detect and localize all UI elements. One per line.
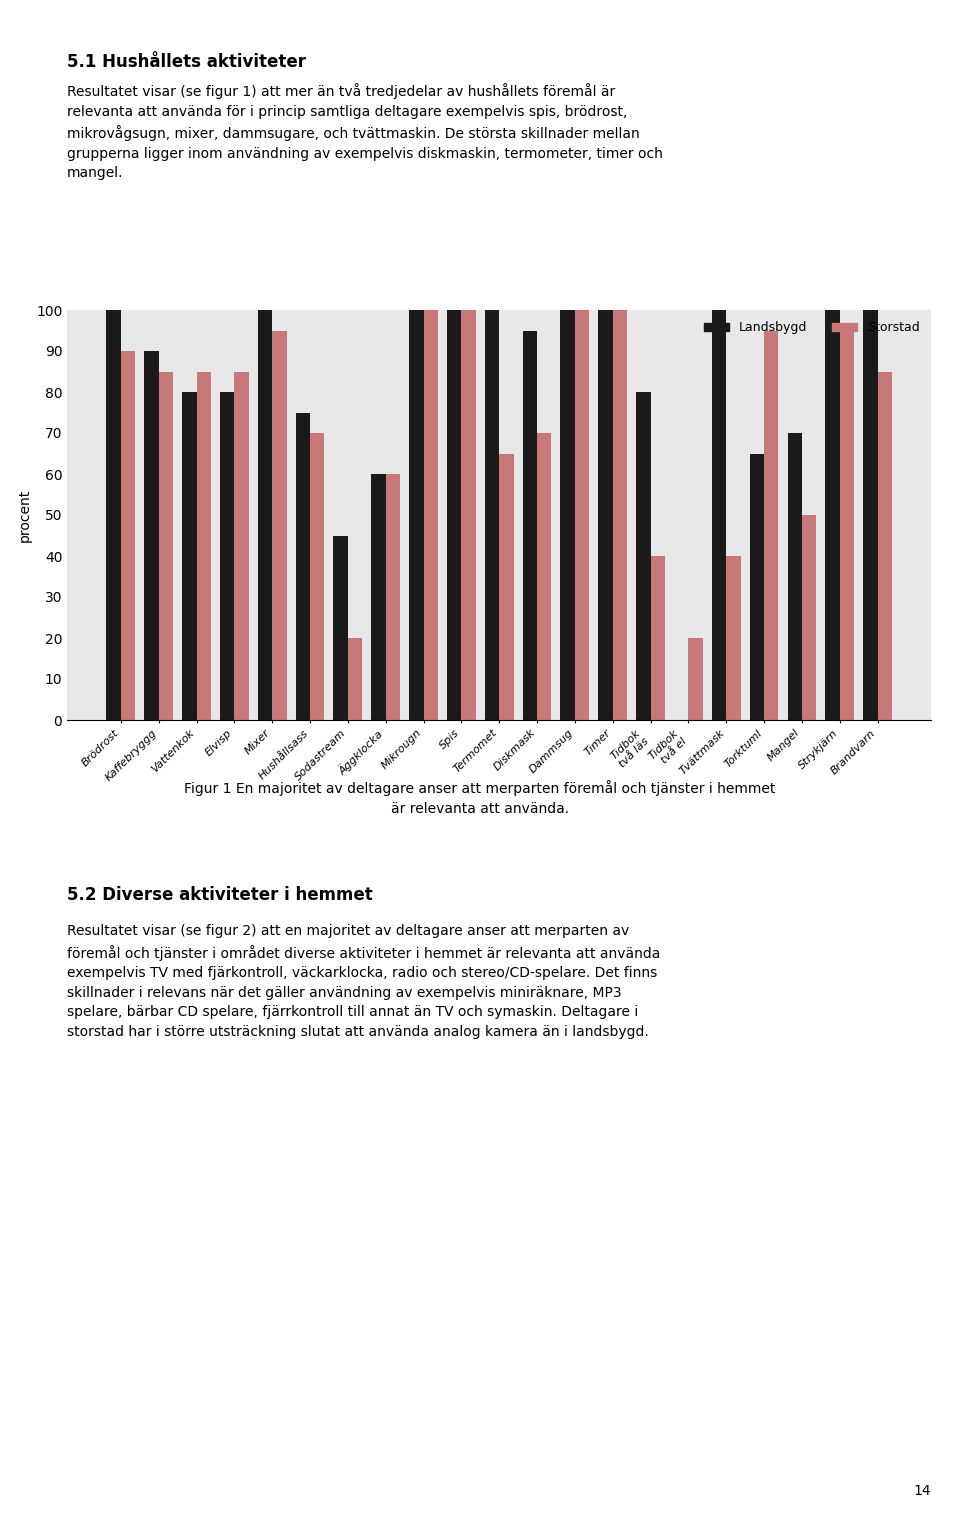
Y-axis label: procent: procent — [18, 489, 32, 542]
Bar — [840, 330, 854, 720]
Bar — [726, 555, 740, 720]
Bar — [182, 392, 197, 720]
Bar — [107, 310, 121, 720]
Bar — [651, 555, 665, 720]
Bar — [409, 310, 423, 720]
Bar — [144, 351, 158, 720]
Text: Resultatet visar (se figur 1) att mer än två tredjedelar av hushållets föremål ä: Resultatet visar (se figur 1) att mer än… — [67, 83, 663, 180]
Bar — [688, 638, 703, 720]
Text: 5.1 Hushållets aktiviteter: 5.1 Hushållets aktiviteter — [67, 53, 306, 71]
Bar — [158, 372, 173, 720]
Bar — [462, 310, 476, 720]
Bar — [234, 372, 249, 720]
Text: Resultatet visar (se figur 2) att en majoritet av deltagare anser att merparten : Resultatet visar (se figur 2) att en maj… — [67, 924, 660, 1039]
Bar — [575, 310, 589, 720]
Bar — [561, 310, 575, 720]
Bar — [826, 310, 840, 720]
Bar — [121, 351, 135, 720]
Bar — [598, 310, 612, 720]
Bar — [787, 433, 802, 720]
Bar — [802, 514, 816, 720]
Text: Figur 1 En majoritet av deltagare anser att merparten föremål och tjänster i hem: Figur 1 En majoritet av deltagare anser … — [184, 781, 776, 816]
Bar — [485, 310, 499, 720]
Bar — [386, 474, 400, 720]
Bar — [273, 330, 287, 720]
Bar — [258, 310, 273, 720]
Bar — [764, 330, 779, 720]
Bar — [348, 638, 362, 720]
Bar — [499, 454, 514, 720]
Bar — [333, 536, 348, 720]
Legend: Landsbygd, Storstad: Landsbygd, Storstad — [699, 316, 924, 339]
Bar — [310, 433, 324, 720]
Bar — [197, 372, 211, 720]
Bar — [612, 310, 627, 720]
Bar — [711, 310, 726, 720]
Text: 5.2 Diverse aktiviteter i hemmet: 5.2 Diverse aktiviteter i hemmet — [67, 887, 372, 905]
Bar — [372, 474, 386, 720]
Bar — [750, 454, 764, 720]
Bar — [423, 310, 438, 720]
Bar — [296, 413, 310, 720]
Bar — [220, 392, 234, 720]
Bar — [863, 310, 877, 720]
Bar — [877, 372, 892, 720]
Text: 14: 14 — [914, 1484, 931, 1498]
Bar — [522, 330, 537, 720]
Bar — [537, 433, 551, 720]
Bar — [636, 392, 651, 720]
Bar — [447, 310, 462, 720]
